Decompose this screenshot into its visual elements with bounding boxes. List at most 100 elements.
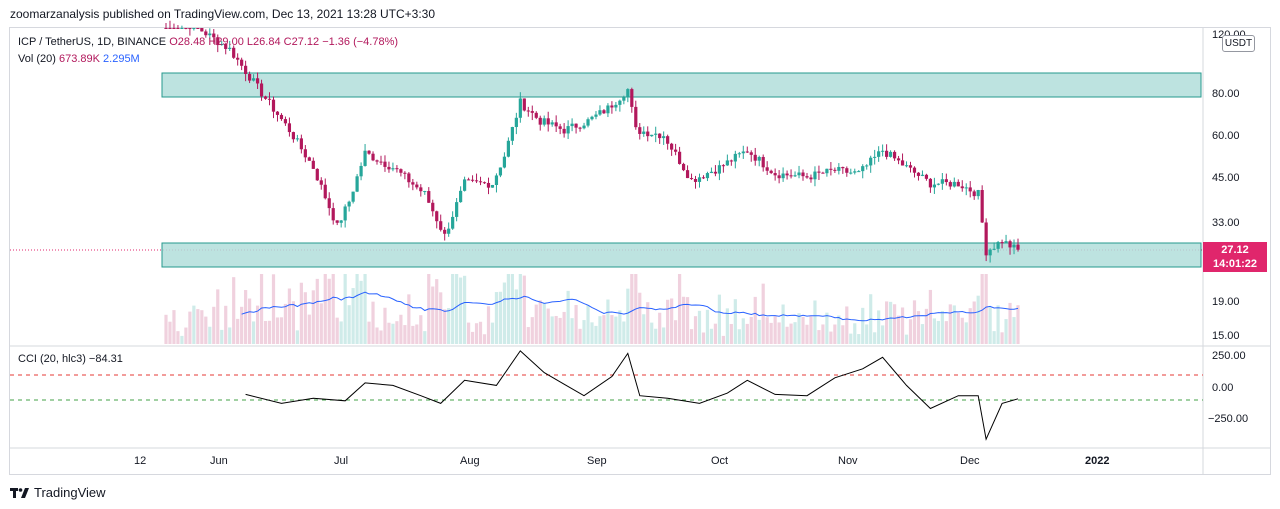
candle-body [192, 28, 196, 29]
volume-bar [892, 304, 897, 344]
volume-bar [359, 280, 363, 344]
candle-body [829, 168, 833, 170]
volume-bar [443, 309, 447, 344]
candle-body [474, 180, 479, 182]
volume-bar [940, 310, 944, 344]
candle-body [658, 133, 662, 139]
candle-body [490, 184, 495, 188]
candle-body [379, 161, 383, 163]
volume-bar [677, 274, 682, 344]
candle-body [287, 123, 292, 133]
candle-body [562, 128, 566, 134]
candle-body [180, 28, 184, 29]
volume-bar [932, 318, 936, 344]
volume-bar [821, 324, 825, 344]
volume-bar [582, 320, 586, 344]
candle-body [363, 150, 367, 166]
candle-body [785, 173, 789, 176]
cci-line [245, 350, 1019, 441]
volume-bar [574, 305, 578, 344]
volume-bar [486, 306, 491, 344]
change-value: −1.36 (−4.78%) [322, 36, 399, 48]
volume-bar [208, 326, 212, 344]
volume-bar [713, 323, 718, 344]
volume-bar [391, 323, 395, 344]
volume-bar [709, 328, 714, 344]
volume-bar [192, 305, 196, 344]
candle-body [960, 186, 964, 189]
candle-body [833, 169, 837, 171]
candle-body [837, 166, 841, 171]
volume-bar [558, 317, 562, 344]
publisher-header: zoomarzanalysis published on TradingView… [10, 7, 436, 21]
candle-body [769, 170, 773, 174]
volume-bar [928, 289, 933, 344]
candle-body [554, 122, 558, 127]
currency-button[interactable]: USDT [1222, 35, 1255, 52]
footer-brand[interactable]: TradingView [10, 485, 106, 500]
volume-bar [371, 301, 375, 344]
candle-body [956, 181, 960, 187]
volume-bar [188, 311, 192, 344]
candle-body [236, 57, 240, 60]
candle-body [666, 136, 670, 144]
volume-bar [295, 330, 299, 344]
candle-body [164, 28, 168, 29]
volume-bar [530, 317, 534, 344]
cci-tick-label: 250.00 [1212, 350, 1246, 362]
candle-body [295, 138, 299, 140]
candle-body [486, 182, 491, 188]
volume-bar [602, 315, 606, 344]
time-tick-label: 12 [134, 455, 146, 467]
candle-body [359, 165, 363, 177]
volume-bar [908, 319, 913, 344]
volume-bar [168, 321, 172, 344]
candle-body [387, 166, 391, 170]
candle-body [801, 172, 805, 177]
volume-bar [267, 320, 272, 344]
candle-body [335, 220, 339, 223]
volume-bar [248, 298, 252, 344]
volume-bar [347, 305, 351, 344]
candle-body [431, 202, 435, 212]
price-tick-label: 33.00 [1212, 217, 1240, 229]
candle-body [263, 96, 268, 99]
volume-bar [184, 327, 188, 344]
volume-bar [279, 317, 284, 344]
volume-bar [232, 277, 236, 344]
candle-body [232, 47, 236, 58]
volume-bar [825, 312, 829, 344]
symbol-label[interactable]: ICP / TetherUS, 1D, BINANCE [18, 36, 167, 48]
candle-body [634, 106, 638, 128]
volume-bar [606, 299, 610, 344]
cci-label[interactable]: CCI (20, hlc3) [18, 353, 86, 365]
candle-body [849, 172, 853, 174]
candle-body [881, 150, 885, 152]
candle-body [347, 201, 351, 207]
candle-body [845, 168, 849, 173]
volume-bar [303, 292, 307, 344]
candle-body [443, 229, 447, 234]
volume-bar [896, 315, 901, 344]
chart-frame[interactable] [9, 27, 1271, 475]
price-tick-label: 45.00 [1212, 172, 1240, 184]
candle-body [582, 125, 586, 129]
volume-bar [853, 323, 857, 344]
volume-label[interactable]: Vol (20) [18, 53, 56, 65]
volume-bar [216, 289, 220, 344]
volume-bar [251, 321, 256, 344]
volume-bar [916, 311, 921, 344]
volume-bar [478, 321, 483, 344]
candle-body [598, 110, 602, 115]
candle-body [693, 179, 698, 182]
volume-bar [415, 324, 419, 344]
volume-bar [339, 321, 343, 344]
candle-body [208, 33, 212, 36]
candle-body [825, 168, 829, 174]
volume-bar [383, 307, 387, 344]
candle-body [888, 151, 893, 157]
volume-bar [885, 301, 889, 344]
volume-bars [164, 274, 1020, 344]
candle-body [841, 166, 845, 169]
